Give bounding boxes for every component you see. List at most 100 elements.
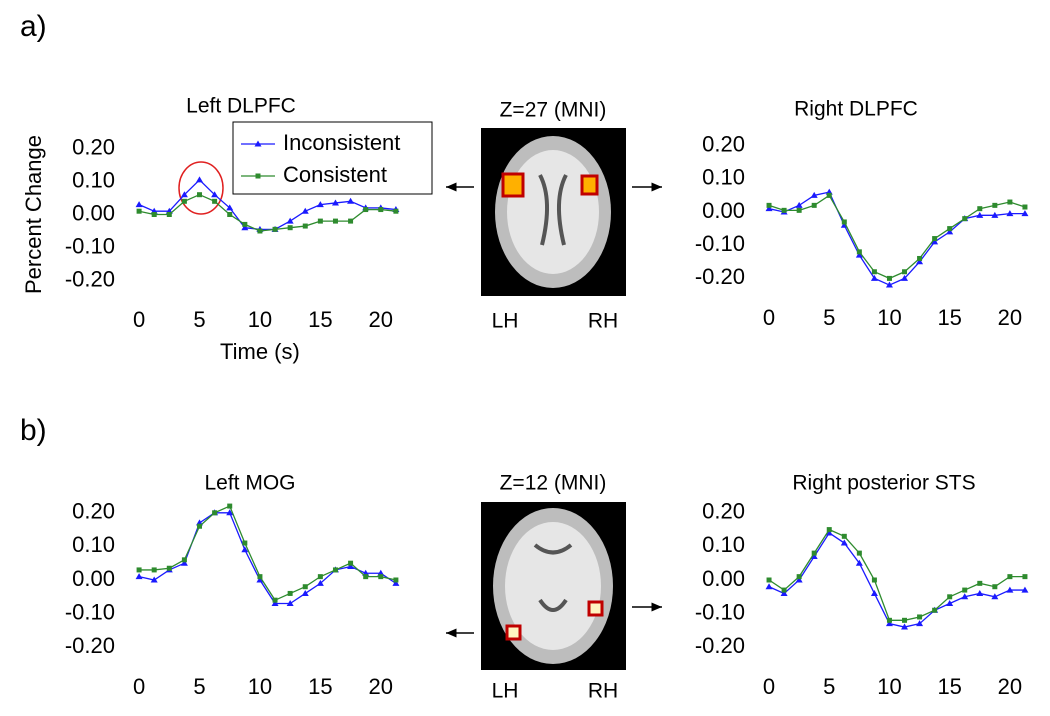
point [348, 560, 354, 566]
point [841, 533, 847, 539]
point [136, 208, 142, 214]
slice-label: Z=12 (MNI) [500, 472, 607, 495]
point [272, 226, 278, 232]
point [796, 574, 802, 580]
y-tick-label: 0.20 [702, 499, 745, 524]
point [947, 226, 953, 232]
point [212, 510, 218, 516]
point [946, 600, 954, 607]
chart-title: Left MOG [204, 472, 295, 495]
point [241, 546, 249, 553]
point [180, 191, 188, 198]
point [226, 509, 234, 516]
point [378, 574, 384, 580]
point [811, 202, 817, 208]
y-tick-label: 0.10 [702, 532, 745, 557]
y-tick-label: -0.20 [695, 633, 745, 658]
point [257, 228, 263, 234]
series-line [138, 193, 396, 232]
point [825, 529, 833, 536]
point [902, 617, 908, 623]
point [181, 198, 187, 204]
point [870, 589, 878, 596]
point [765, 583, 773, 590]
point [378, 207, 384, 213]
x-tick-label: 5 [193, 674, 205, 699]
y-tick-label: 0.00 [72, 566, 115, 591]
point [856, 249, 862, 255]
point [961, 593, 969, 600]
point [166, 212, 172, 217]
point [932, 236, 938, 242]
point [393, 208, 399, 214]
x-tick-label: 0 [133, 674, 145, 699]
chart-title: Left DLPFC [186, 95, 296, 118]
point [347, 563, 355, 570]
y-tick-label: 0.20 [72, 499, 115, 524]
point [257, 574, 263, 580]
series-line [138, 512, 397, 605]
point [826, 527, 832, 533]
x-axis-label: Time (s) [220, 339, 300, 364]
point [962, 216, 968, 222]
x-tick-label: 10 [248, 674, 272, 699]
point [287, 225, 293, 231]
point [301, 589, 309, 596]
y-tick-label: -0.10 [695, 231, 745, 256]
y-tick-label: -0.20 [65, 266, 115, 291]
point [332, 218, 338, 224]
point [150, 576, 158, 583]
point [885, 620, 893, 627]
y-axis-label: Percent Change [21, 135, 46, 294]
point [885, 281, 893, 288]
point [197, 192, 203, 198]
point [917, 614, 923, 620]
point [902, 269, 908, 275]
point [841, 219, 847, 225]
point [316, 201, 324, 208]
point [796, 207, 802, 213]
point [947, 594, 953, 600]
hemisphere-label: LH [492, 680, 519, 703]
y-tick-label: 0.00 [702, 198, 745, 223]
point [1007, 574, 1013, 580]
point [363, 207, 369, 213]
point [901, 623, 909, 630]
point [301, 207, 309, 214]
point [317, 218, 323, 224]
x-tick-label: 0 [763, 674, 775, 699]
point [135, 573, 143, 580]
point [810, 552, 818, 559]
point [1021, 210, 1029, 217]
point [901, 274, 909, 281]
brain-image [481, 502, 626, 670]
x-tick-label: 20 [369, 307, 393, 332]
y-tick-label: -0.20 [65, 633, 115, 658]
point [302, 584, 308, 590]
series-line [768, 532, 1025, 628]
point [946, 228, 954, 235]
x-tick-label: 5 [823, 305, 835, 330]
point [226, 204, 234, 211]
point [855, 559, 863, 566]
x-tick-label: 5 [193, 307, 205, 332]
legend-marker [255, 173, 261, 179]
point [242, 221, 248, 227]
x-tick-label: 0 [133, 307, 145, 332]
point [811, 550, 817, 556]
series-line [768, 191, 1025, 286]
legend-box [232, 121, 433, 195]
legend-label: Consistent [283, 162, 387, 187]
series-line [139, 505, 397, 601]
point [332, 567, 338, 573]
point [991, 593, 999, 600]
point [931, 238, 939, 245]
y-tick-label: -0.20 [695, 264, 745, 289]
point [916, 620, 924, 627]
x-tick-label: 20 [369, 674, 393, 699]
x-tick-label: 10 [248, 307, 272, 332]
point [977, 580, 983, 586]
series-line [768, 194, 1026, 280]
